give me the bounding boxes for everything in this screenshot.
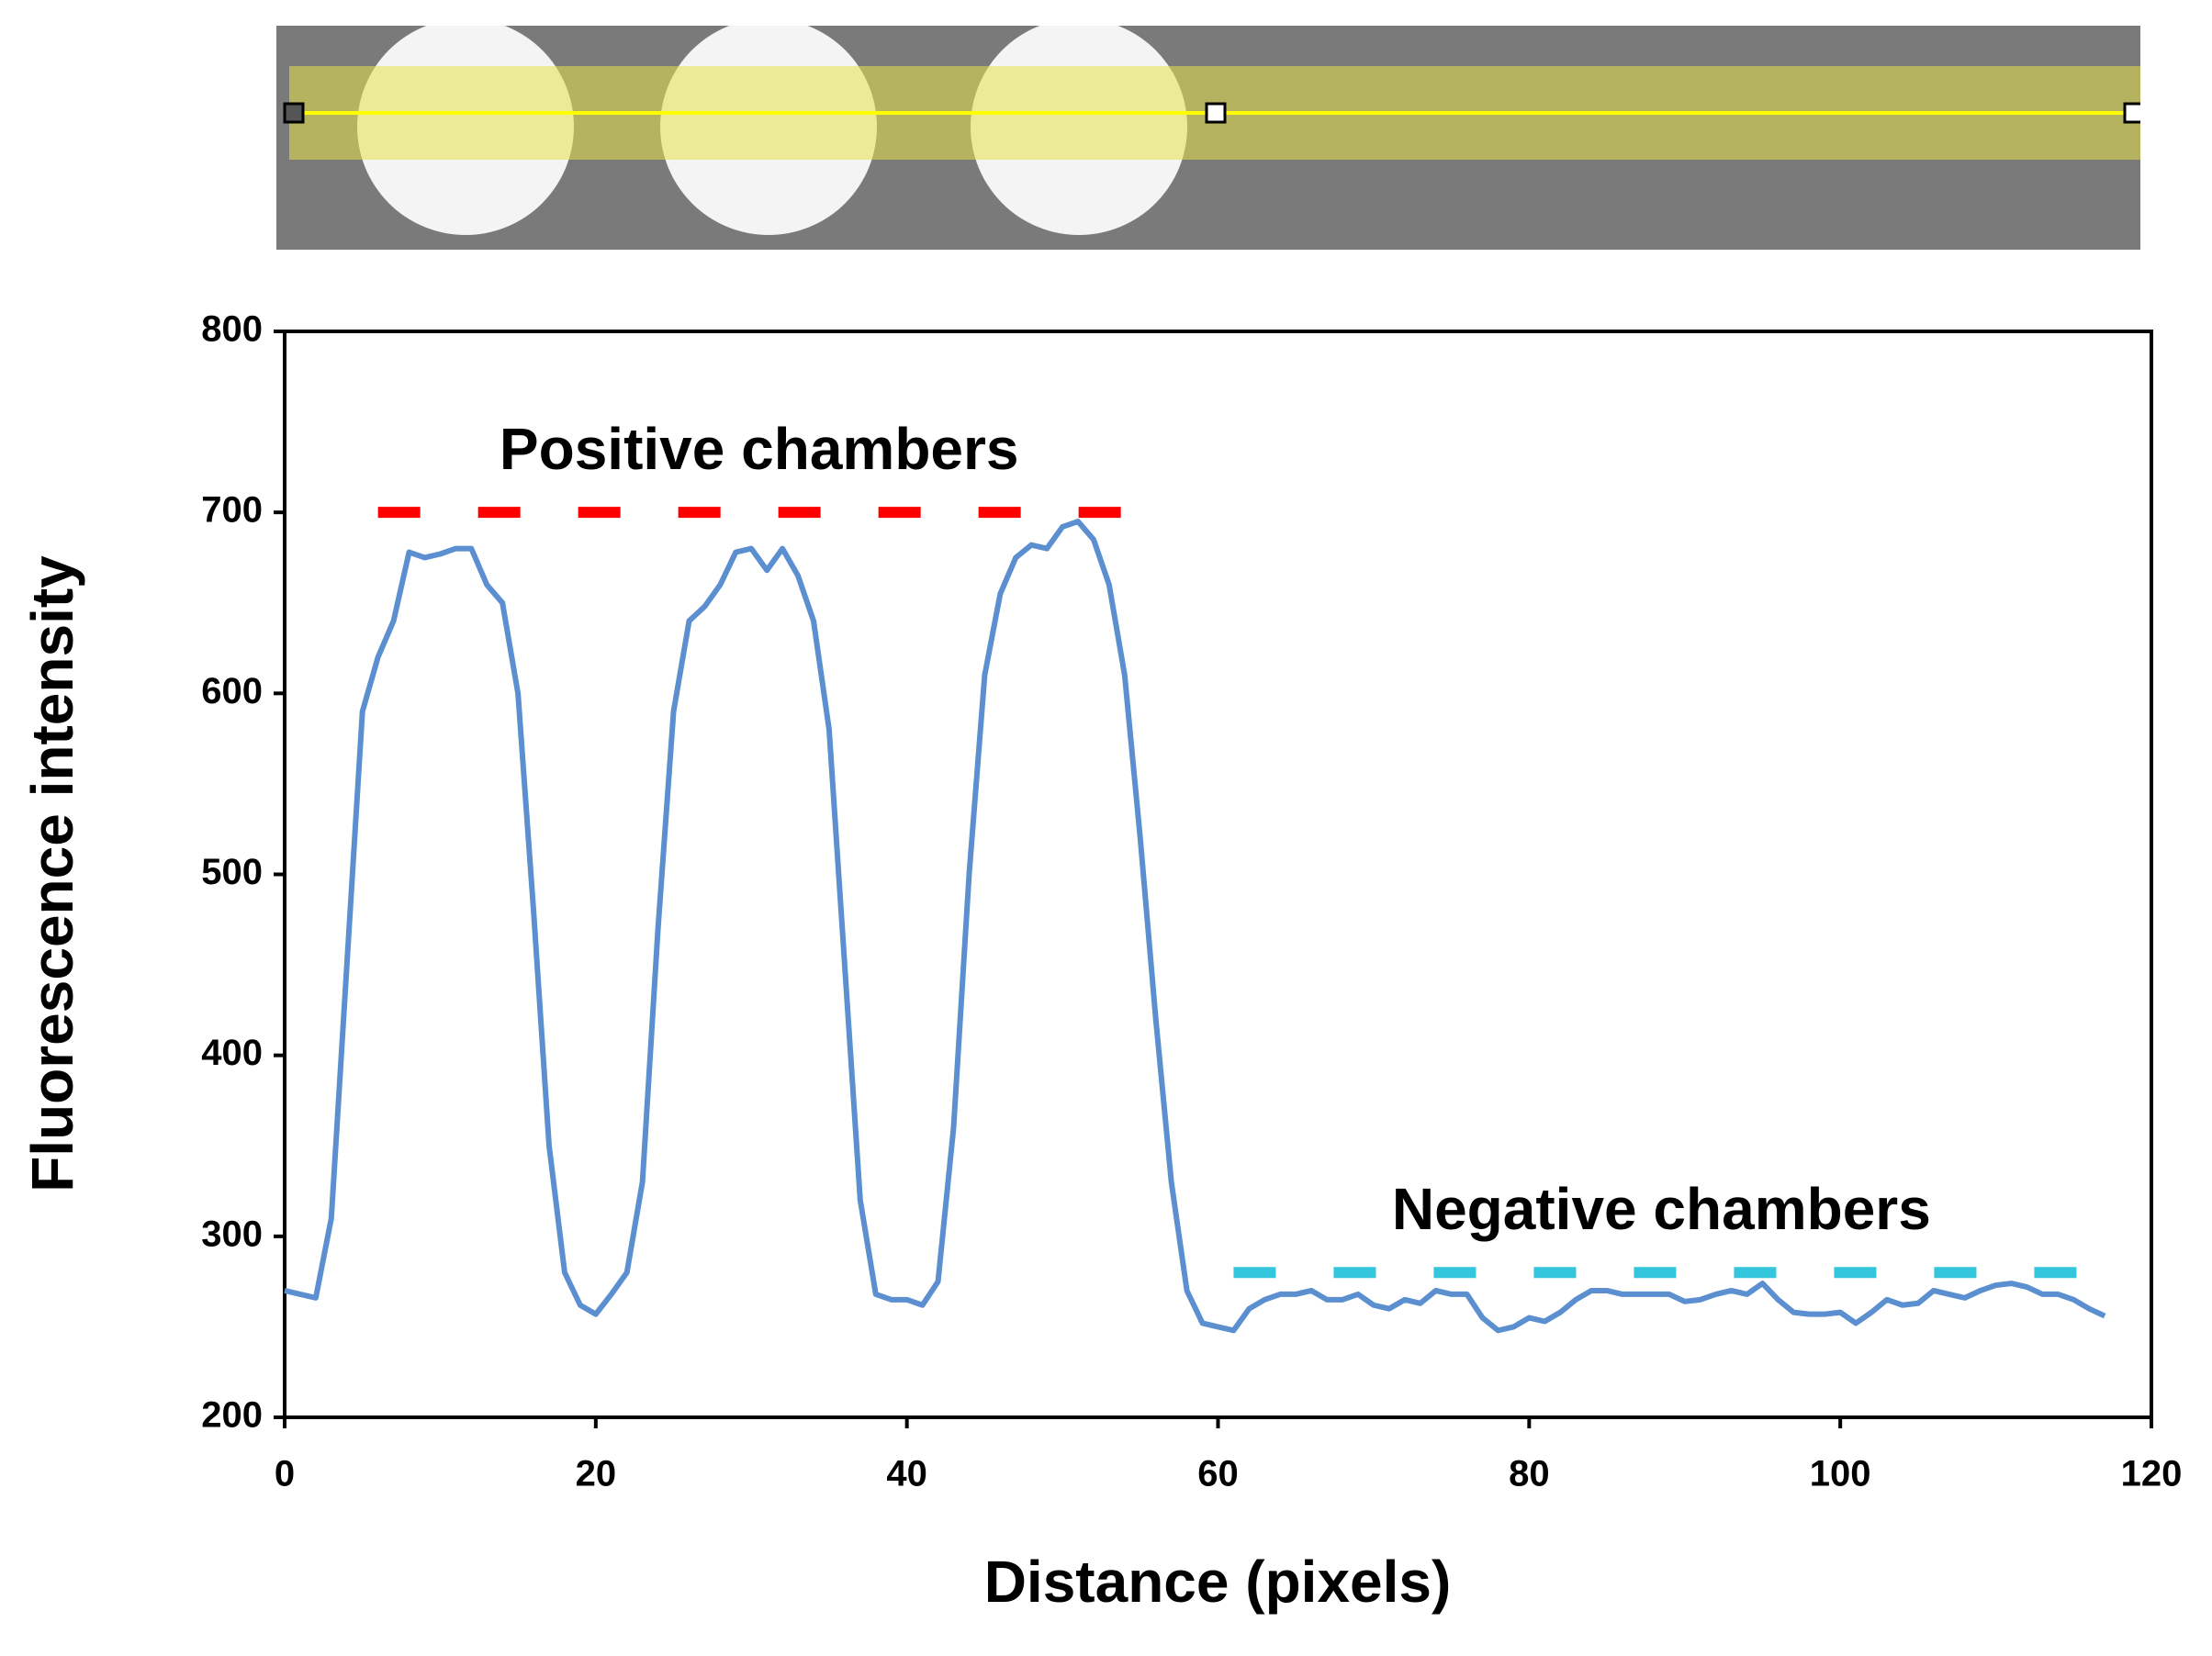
annotation: Positive chambers bbox=[500, 416, 1019, 482]
y-tick-label: 500 bbox=[201, 852, 263, 892]
x-tick-label: 0 bbox=[275, 1454, 295, 1494]
y-tick-label: 800 bbox=[201, 309, 263, 350]
y-tick-label: 600 bbox=[201, 671, 263, 711]
x-tick-label: 40 bbox=[886, 1454, 927, 1494]
microscope-strip bbox=[276, 26, 2140, 250]
x-tick-label: 20 bbox=[576, 1454, 617, 1494]
x-tick-label: 60 bbox=[1197, 1454, 1239, 1494]
x-tick-label: 100 bbox=[1810, 1454, 1871, 1494]
x-tick-label: 120 bbox=[2121, 1454, 2183, 1494]
y-tick-label: 200 bbox=[201, 1395, 263, 1436]
y-axis-title: Fluorescence intensity bbox=[19, 555, 85, 1192]
x-axis-title: Distance (pixels) bbox=[984, 1549, 1452, 1615]
x-tick-label: 80 bbox=[1509, 1454, 1550, 1494]
y-tick-label: 300 bbox=[201, 1214, 263, 1254]
data-line bbox=[284, 519, 2106, 1334]
annotation: Negative chambers bbox=[1392, 1176, 1931, 1242]
y-tick-label: 700 bbox=[201, 490, 263, 531]
y-tick-label: 400 bbox=[201, 1033, 263, 1073]
